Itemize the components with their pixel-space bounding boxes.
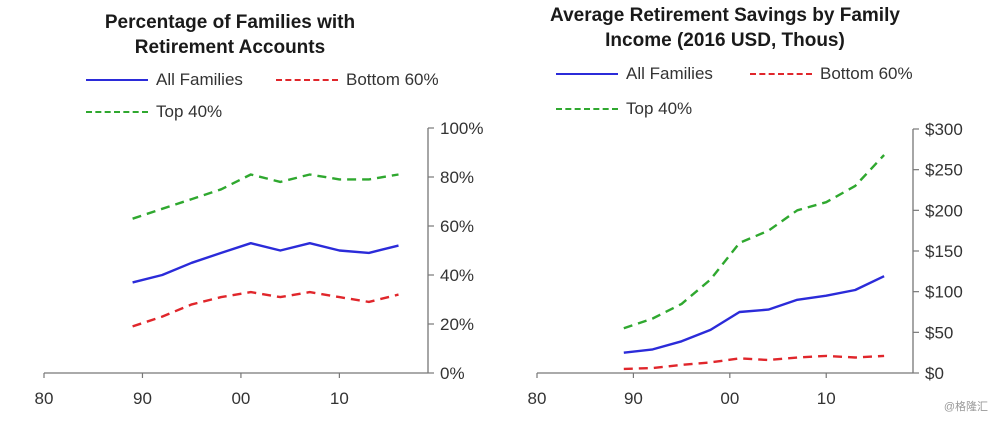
series-line-top-40 — [623, 154, 885, 330]
legend-label: Top 40% — [156, 102, 223, 121]
chart-title: Average Retirement Savings by Family Inc… — [510, 3, 940, 53]
legend-label: All Families — [156, 70, 243, 89]
legend-label: Bottom 60% — [346, 70, 439, 89]
x-tick-label: 80 — [35, 389, 54, 408]
legend-label: Bottom 60% — [820, 64, 913, 83]
series-line-top-40 — [132, 173, 399, 220]
legend-swatch-solid — [86, 79, 148, 81]
x-tick-label: 00 — [231, 389, 250, 408]
series-line-bottom-60 — [623, 354, 885, 371]
y-tick-label: 80% — [440, 168, 474, 187]
y-tick-label: $200 — [925, 201, 963, 220]
plot-area: 0% 20% 40% 60% 80% 100% 80 90 00 10 — [35, 119, 484, 408]
legend-swatch-dashed — [750, 73, 812, 75]
legend-bottom-60: Bottom 60% — [750, 64, 913, 84]
chart-title-line2: Retirement Accounts — [134, 37, 326, 58]
legend-bottom-60: Bottom 60% — [276, 70, 439, 90]
y-tick-label: 60% — [440, 217, 474, 236]
chart-title-line1: Percentage of Families with — [104, 12, 356, 33]
y-tick-label: $100 — [925, 283, 963, 302]
legend-all-families: All Families — [556, 64, 713, 84]
series-line-all-families — [623, 275, 885, 354]
y-tick-label: 0% — [440, 364, 465, 383]
y-tick-label: 20% — [440, 315, 474, 334]
plot-area: $0 $50 $100 $150 $200 $250 $300 80 90 00 10 — [528, 120, 963, 408]
chart-title: Percentage of Families with Retirement A… — [60, 10, 400, 60]
series-line-all-families — [132, 241, 399, 284]
series-line-bottom-60 — [132, 290, 399, 328]
x-tick-label: 00 — [720, 389, 739, 408]
y-tick-label: 100% — [440, 119, 483, 138]
y-tick-label: $150 — [925, 242, 963, 261]
x-tick-label: 80 — [528, 389, 547, 408]
legend-swatch-dashed — [86, 111, 148, 113]
x-tick-label: 10 — [817, 389, 836, 408]
legend-swatch-dashed — [276, 79, 338, 81]
y-tick-label: 40% — [440, 266, 474, 285]
chart-title-line1: Average Retirement Savings by Family — [550, 5, 900, 26]
legend-top-40: Top 40% — [556, 99, 692, 119]
chart-left: Percentage of Families with Retirement A… — [35, 10, 484, 408]
legend-label: Top 40% — [626, 99, 693, 118]
legend-top-40: Top 40% — [86, 102, 222, 122]
chart-title-line2: Income (2016 USD, Thous) — [605, 30, 845, 51]
x-tick-label: 90 — [133, 389, 152, 408]
watermark: @格隆汇 — [943, 401, 988, 413]
y-tick-label: $50 — [925, 323, 953, 342]
legend-swatch-dashed — [556, 108, 618, 110]
x-tick-label: 90 — [624, 389, 643, 408]
legend-label: All Families — [626, 64, 713, 83]
chart-right: Average Retirement Savings by Family Inc… — [500, 0, 1000, 422]
legend-swatch-solid — [556, 73, 618, 75]
y-tick-label: $300 — [925, 120, 963, 139]
x-tick-label: 10 — [330, 389, 349, 408]
y-tick-label: $0 — [925, 364, 944, 383]
legend-all-families: All Families — [86, 70, 243, 90]
y-tick-label: $250 — [925, 161, 963, 180]
